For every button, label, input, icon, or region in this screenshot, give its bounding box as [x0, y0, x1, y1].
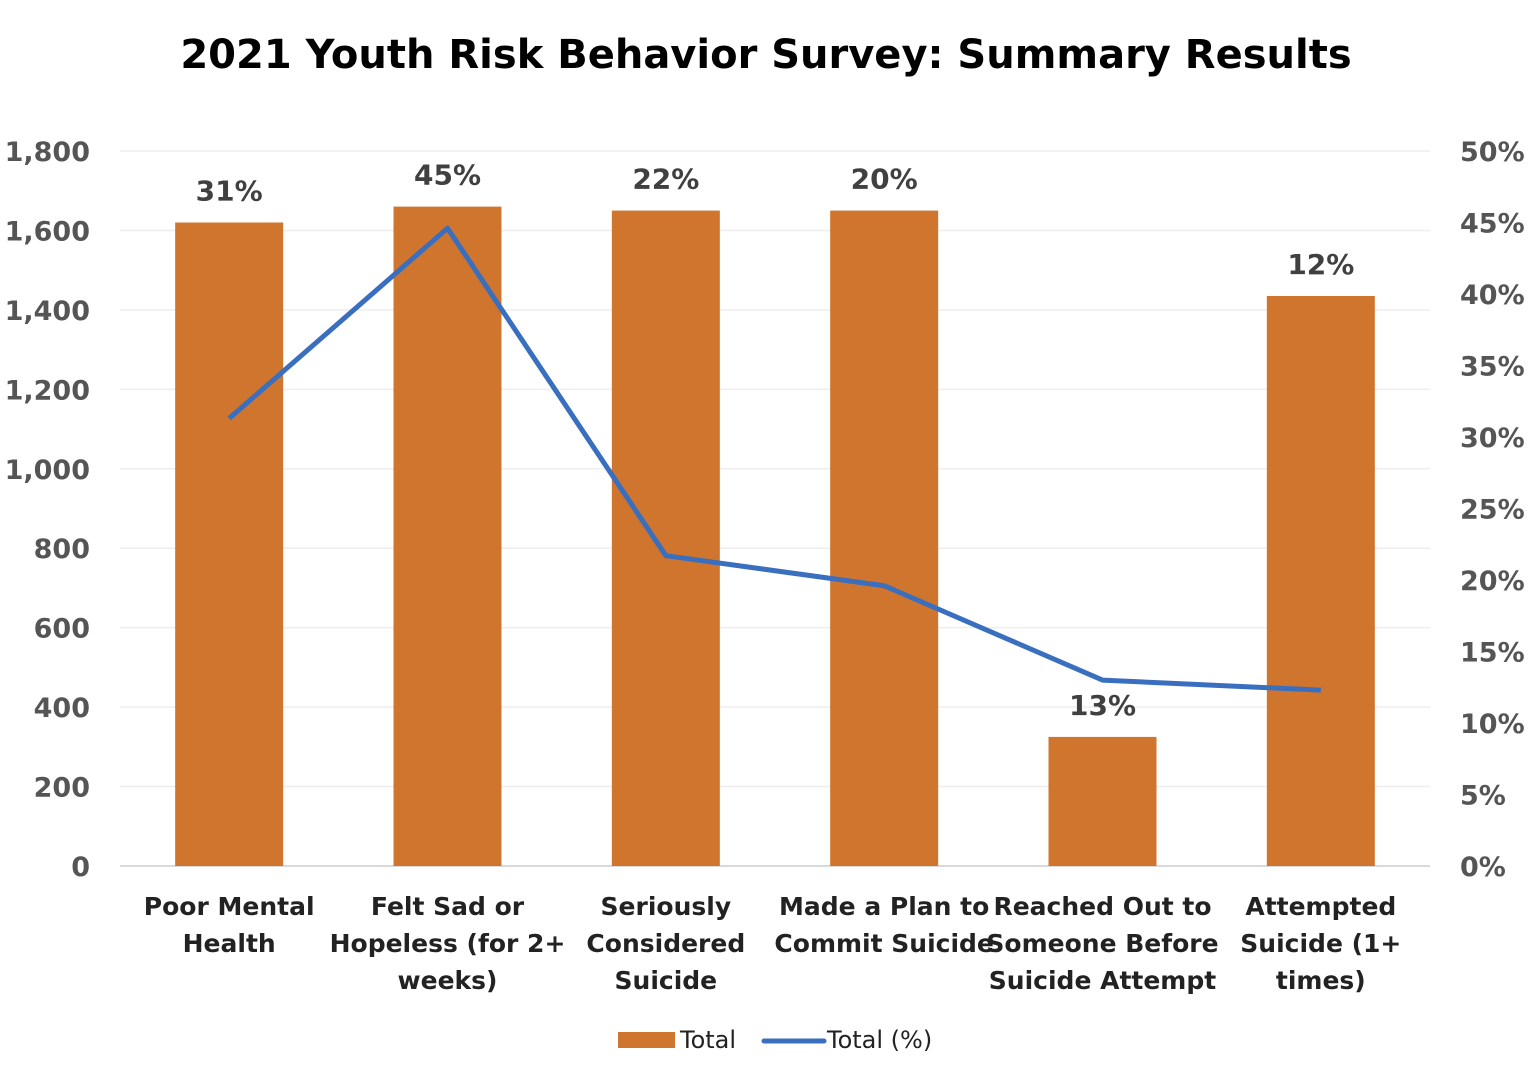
- x-tick-label: Someone Before: [986, 929, 1218, 958]
- y-right-tick-label: 30%: [1460, 423, 1525, 454]
- x-tick-label: Reached Out to: [993, 892, 1211, 921]
- data-label: 20%: [851, 163, 918, 196]
- data-label: 13%: [1069, 689, 1136, 722]
- bar: [612, 211, 720, 866]
- y-right-tick-label: 10%: [1460, 709, 1525, 740]
- legend-swatch-total: [618, 1032, 675, 1048]
- x-tick-label: Hopeless (for 2+: [330, 929, 566, 958]
- x-tick-label: times): [1276, 966, 1366, 995]
- x-tick-label: Suicide (1+: [1240, 929, 1401, 958]
- bar: [394, 207, 502, 866]
- y-left-tick-label: 1,000: [5, 455, 90, 486]
- data-label: 31%: [196, 175, 263, 208]
- data-label: 22%: [632, 163, 699, 196]
- legend-label-total: Total: [679, 1026, 736, 1054]
- data-label: 12%: [1287, 248, 1354, 281]
- y-right-tick-label: 45%: [1460, 209, 1525, 240]
- x-tick-label: Health: [183, 929, 276, 958]
- y-left-tick-label: 800: [34, 534, 90, 565]
- x-tick-label: Suicide Attempt: [989, 966, 1216, 995]
- chart-title: 2021 Youth Risk Behavior Survey: Summary…: [180, 32, 1351, 78]
- legend: Total Total (%): [618, 1026, 932, 1054]
- y-right-tick-label: 5%: [1460, 781, 1506, 812]
- y-right-tick-label: 25%: [1460, 495, 1525, 526]
- legend-label-total-pct: Total (%): [826, 1026, 932, 1054]
- y-right-tick-label: 0%: [1460, 852, 1506, 883]
- x-tick-label: Felt Sad or: [371, 892, 525, 921]
- line-series: [229, 228, 1321, 690]
- y-left-tick-label: 1,200: [5, 375, 90, 406]
- y-left-tick-label: 200: [34, 773, 90, 804]
- data-label: 45%: [414, 159, 481, 192]
- x-tick-label: Made a Plan to: [779, 892, 989, 921]
- x-tick-label: Commit Suicide: [774, 929, 993, 958]
- x-tick-label: Considered: [586, 929, 745, 958]
- x-tick-label: Attempted: [1245, 892, 1396, 921]
- y-right-tick-label: 20%: [1460, 566, 1525, 597]
- y-left-tick-label: 1,600: [5, 216, 90, 247]
- bar: [830, 211, 938, 866]
- x-tick-label: Poor Mental: [144, 892, 315, 921]
- y-right-tick-label: 15%: [1460, 638, 1525, 669]
- y-right-tick-label: 35%: [1460, 352, 1525, 383]
- bar: [1267, 296, 1375, 866]
- x-tick-label: weeks): [398, 966, 498, 995]
- y-left-tick-label: 0: [71, 852, 90, 883]
- y-right-tick-label: 40%: [1460, 280, 1525, 311]
- y-left-tick-label: 1,400: [5, 296, 90, 327]
- y-left-tick-label: 600: [34, 614, 90, 645]
- y-left-tick-label: 400: [34, 693, 90, 724]
- bar: [175, 223, 283, 867]
- bar: [1049, 737, 1157, 866]
- y-right-tick-label: 50%: [1460, 137, 1525, 168]
- x-tick-label: Suicide: [615, 966, 718, 995]
- y-left-tick-label: 1,800: [5, 137, 90, 168]
- x-tick-label: Seriously: [601, 892, 732, 921]
